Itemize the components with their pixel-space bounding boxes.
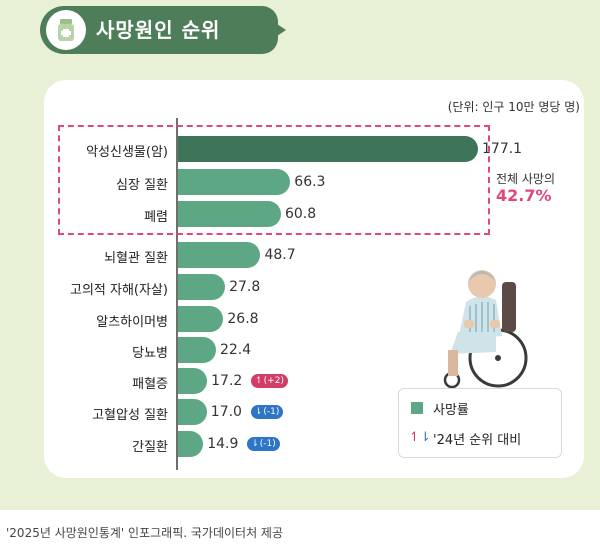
arrow-down-icon: ⇂ — [254, 407, 263, 417]
category-label: 고의적 자해(자살) — [70, 283, 168, 298]
bar-row: 뇌혈관 질환 48.7 — [0, 242, 600, 268]
rank-up-badge: ↿ (+2) — [251, 374, 288, 388]
share-value: 42.7% — [496, 186, 552, 205]
bar-row: 고혈압성 질환 17.0 ⇂ (-1) — [0, 399, 600, 425]
bar — [178, 399, 207, 425]
share-label: 전체 사망의 — [496, 172, 556, 186]
category-label: 악성신생물(암) — [86, 145, 168, 160]
rank-down-badge: ⇂ (-1) — [250, 405, 284, 419]
bar-row: 간질환 14.9 ⇂ (-1) — [0, 431, 600, 457]
chart-title: 사망원인 순위 — [96, 18, 221, 42]
bar-row: 고의적 자해(자살) 27.8 — [0, 274, 600, 300]
bar-row: 심장 질환 66.3 — [0, 169, 600, 195]
rank-down-badge: ⇂ (-1) — [247, 437, 280, 451]
bar — [178, 431, 204, 457]
rank-change-label: (+2) — [263, 376, 284, 386]
medicine-bottle-icon — [46, 10, 86, 50]
category-label: 고혈압성 질환 — [92, 408, 168, 423]
category-label: 폐렴 — [144, 210, 168, 225]
rank-change-label: (-1) — [259, 439, 276, 449]
value-label: 48.7 — [264, 247, 296, 263]
category-label: 심장 질환 — [116, 178, 168, 193]
bar — [178, 136, 478, 162]
bar — [178, 201, 281, 227]
bar — [178, 337, 216, 363]
bar-row: 폐렴 60.8 — [0, 201, 600, 227]
bar — [178, 169, 291, 195]
title-banner-tail — [250, 6, 286, 54]
category-label: 간질환 — [132, 440, 168, 455]
bar — [178, 274, 226, 300]
value-label: 60.8 — [284, 206, 317, 222]
legend-label-rank-change: '24년 순위 대비 — [433, 433, 522, 448]
bar — [178, 242, 261, 268]
value-label: 17.2 — [211, 373, 243, 389]
legend-label-death-rate: 사망률 — [433, 403, 469, 418]
legend-swatch-death-rate — [411, 402, 423, 414]
value-label: 14.9 — [207, 436, 239, 452]
bar-row: 패혈증 17.2 ↿ (+2) — [0, 368, 600, 394]
value-label: 66.3 — [294, 174, 326, 190]
value-label: 26.8 — [227, 311, 259, 327]
value-label: 22.4 — [219, 342, 252, 358]
top3-highlight-box — [58, 125, 490, 235]
rank-change-arrows-icon: ↿⇂ — [409, 430, 431, 445]
unit-note: (단위: 인구 10만 명당 명) — [447, 100, 580, 114]
category-label: 뇌혈관 질환 — [104, 251, 168, 266]
category-label: 패혈증 — [132, 377, 168, 392]
value-label: 177.1 — [482, 141, 523, 157]
rank-change-label: (-1) — [263, 407, 280, 417]
bar-row: 악성신생물(암) 177.1 — [0, 136, 600, 162]
value-label: 27.8 — [229, 279, 261, 295]
arrow-down-icon: ⇂ — [251, 439, 259, 449]
category-label: 당뇨병 — [132, 346, 168, 361]
wheelchair-person-illustration — [443, 270, 528, 389]
bar-row: 당뇨병 22.4 — [0, 337, 600, 363]
y-axis-line — [176, 118, 178, 470]
value-label: 17.0 — [210, 404, 242, 420]
category-label: 알츠하이머병 — [96, 315, 168, 330]
arrow-up-icon: ↿ — [255, 376, 263, 386]
image-caption: '2025년 사망원인통계' 인포그래픽. 국가데이터처 제공 — [6, 526, 284, 540]
bar — [178, 306, 224, 332]
legend: 사망률 ↿⇂ '24년 순위 대비 — [398, 388, 562, 458]
bar — [178, 368, 208, 394]
bar-row: 알츠하이머병 26.8 — [0, 306, 600, 332]
